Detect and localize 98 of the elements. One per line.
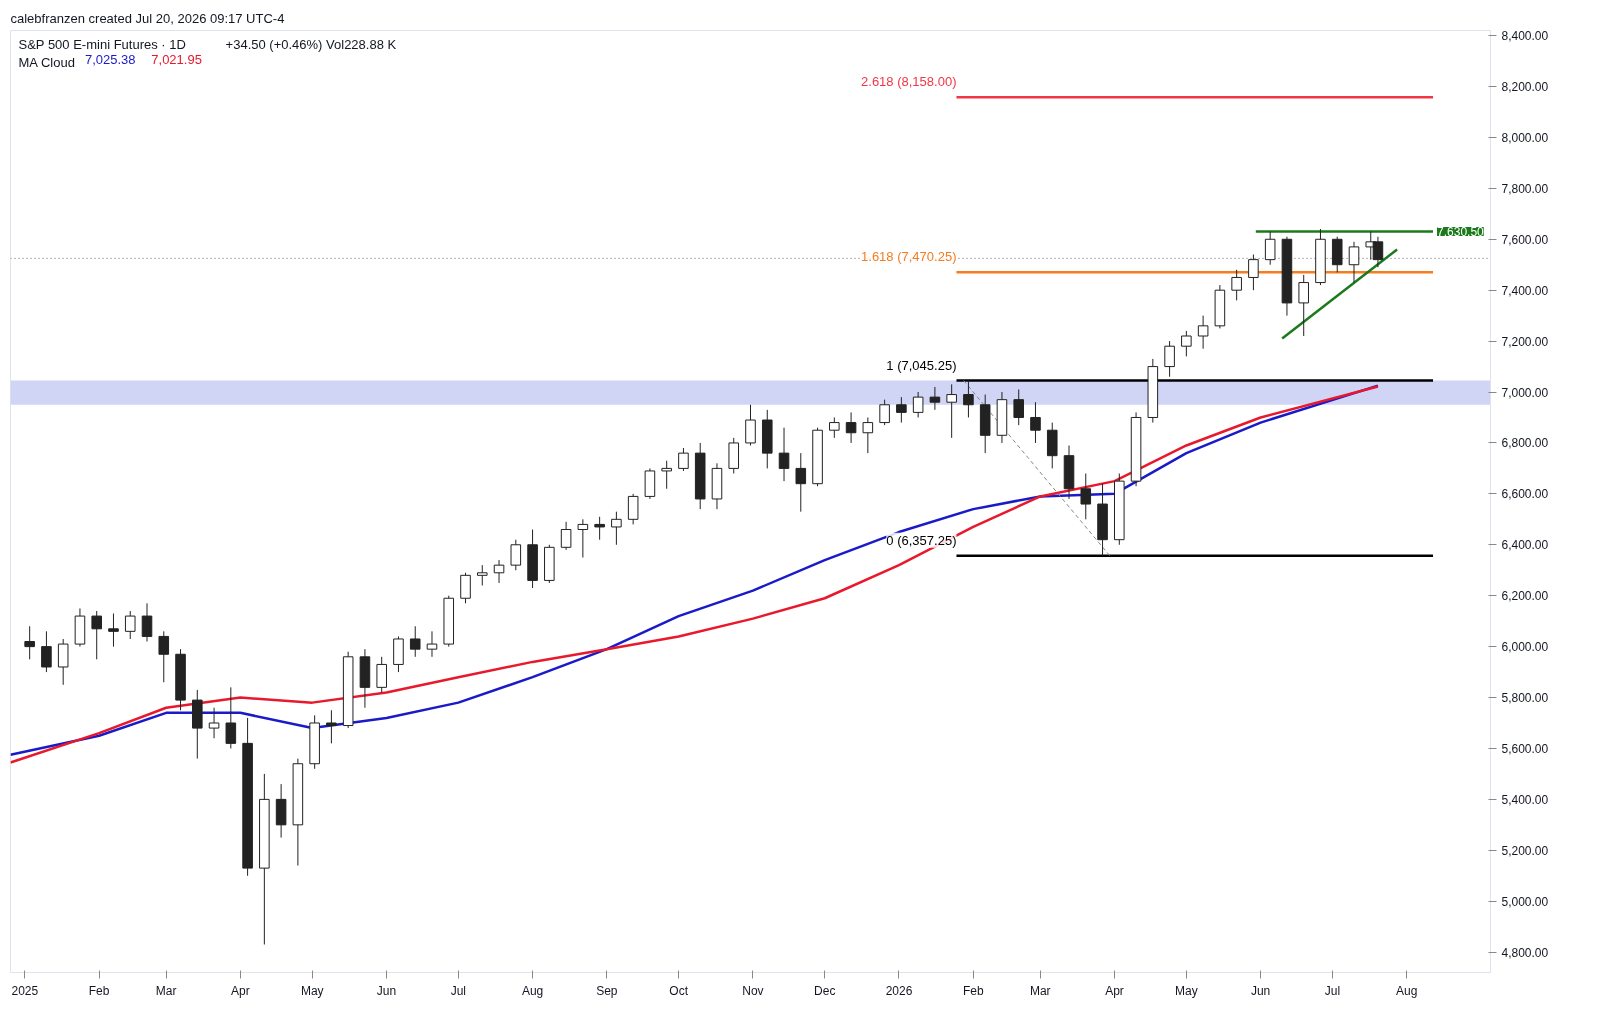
y-tick-label: 5,800.00: [1501, 691, 1549, 706]
candlestick: [225, 686, 237, 749]
y-tick-label: 7,800.00: [1501, 181, 1549, 196]
y-tick-label: 8,200.00: [1501, 80, 1549, 95]
candlestick: [627, 493, 639, 525]
y-tick-label: 7,600.00: [1501, 232, 1549, 247]
candlestick: [678, 447, 689, 472]
candlestick: [929, 386, 941, 411]
x-tick-label: Nov: [742, 983, 764, 998]
annotation: 7,630.50: [1437, 225, 1485, 239]
candlestick: [493, 559, 505, 584]
candlestick: [376, 656, 387, 693]
x-tick-label: 2026: [885, 983, 913, 998]
candlestick: [41, 630, 52, 673]
annotation: 0 (6,357.25): [886, 532, 957, 548]
candlestick: [108, 613, 119, 648]
y-tick-label: 6,000.00: [1501, 640, 1549, 655]
candlestick: [778, 427, 790, 482]
x-tick-label: Jun: [1250, 983, 1271, 998]
x-tick-label: Jul: [1324, 983, 1341, 998]
y-tick-label: 6,200.00: [1501, 589, 1549, 604]
x-tick-label: Mar: [155, 983, 177, 998]
x-tick-label: Apr: [231, 983, 250, 998]
candlestick: [91, 610, 102, 660]
candlestick: [745, 404, 756, 446]
candlestick: [1013, 388, 1025, 426]
candlestick: [1164, 340, 1175, 378]
candlestick: [1231, 269, 1242, 301]
annotation: 1 (7,045.25): [886, 357, 957, 373]
candlestick: [577, 518, 589, 559]
y-tick-label: 5,200.00: [1501, 843, 1549, 858]
candlestick: [594, 516, 605, 541]
candlestick: [326, 709, 337, 744]
candlestick: [158, 630, 170, 683]
candlestick: [409, 625, 421, 658]
candlestick: [141, 602, 153, 643]
x-tick-label: 2025: [11, 983, 39, 998]
x-tick-label: Dec: [814, 983, 836, 998]
text: 7,025.38: [84, 51, 136, 67]
legend-title: MA Cloud: [18, 54, 75, 70]
y-tick-label: 5,000.00: [1501, 894, 1549, 909]
y-tick-label: 6,400.00: [1501, 538, 1549, 553]
candlestick: [460, 572, 471, 604]
text: calebfranzen created Jul 20, 2026 09:17 UTC-4: [10, 10, 285, 26]
candlestick: [1264, 231, 1276, 266]
x-tick-label: Aug: [1396, 983, 1418, 998]
x-tick-label: May: [300, 983, 324, 998]
y-tick-label: 5,400.00: [1501, 792, 1549, 807]
x-tick-label: Feb: [962, 983, 984, 998]
candlestick: [426, 630, 438, 658]
candlestick: [896, 396, 907, 424]
candlestick: [879, 399, 890, 426]
candlestick: [795, 452, 807, 513]
candlestick: [661, 460, 672, 490]
candlestick: [1348, 241, 1360, 284]
x-tick-label: Mar: [1029, 983, 1051, 998]
candlestick: [946, 383, 957, 439]
candlestick: [1298, 274, 1309, 337]
annotation: 1.618 (7,470.25): [861, 249, 957, 265]
y-tick-label: 8,400.00: [1501, 29, 1549, 44]
candlestick: [845, 411, 857, 444]
candlestick: [963, 380, 974, 418]
x-tick-label: Sep: [596, 983, 618, 998]
y-tick-label: 7,200.00: [1501, 334, 1549, 349]
y-tick-label: 4,800.00: [1501, 945, 1549, 960]
candlestick: [476, 564, 488, 587]
x-tick-label: Jun: [376, 983, 397, 998]
candlestick: [862, 416, 874, 454]
x-tick-label: Feb: [88, 983, 110, 998]
x-tick-label: Aug: [521, 983, 544, 998]
candlestick: [560, 521, 572, 551]
annotation: 2.618 (8,158.00): [861, 74, 957, 90]
x-tick-label: Jul: [450, 983, 467, 998]
candlestick: [1080, 472, 1092, 520]
y-tick-label: 5,600.00: [1501, 741, 1549, 756]
text: 7,021.95: [151, 51, 202, 67]
text: S&P 500 E-mini Futures · 1D: [18, 36, 186, 52]
y-tick-label: 8,000.00: [1501, 130, 1549, 145]
x-tick-label: Oct: [669, 983, 689, 998]
x-tick-label: Apr: [1105, 983, 1124, 998]
text: +34.50 (+0.46%) Vol228.88 K: [225, 36, 397, 52]
candlestick: [208, 707, 220, 739]
candlestick: [611, 511, 622, 546]
candlestick: [1197, 315, 1209, 350]
y-tick-label: 6,600.00: [1501, 487, 1549, 502]
candlestick: [124, 610, 136, 640]
y-tick-label: 6,800.00: [1501, 436, 1549, 451]
candlestick: [912, 391, 924, 418]
candlestick: [1181, 330, 1192, 357]
candlestick: [510, 539, 522, 571]
x-tick-label: May: [1175, 983, 1198, 998]
y-tick-label: 7,400.00: [1501, 283, 1549, 298]
candlestick: [57, 638, 69, 686]
candlestick: [24, 625, 35, 660]
candlestick: [1030, 401, 1041, 444]
y-tick-label: 7,000.00: [1501, 385, 1549, 400]
candlestick: [1248, 254, 1259, 291]
candlestick: [829, 416, 840, 439]
